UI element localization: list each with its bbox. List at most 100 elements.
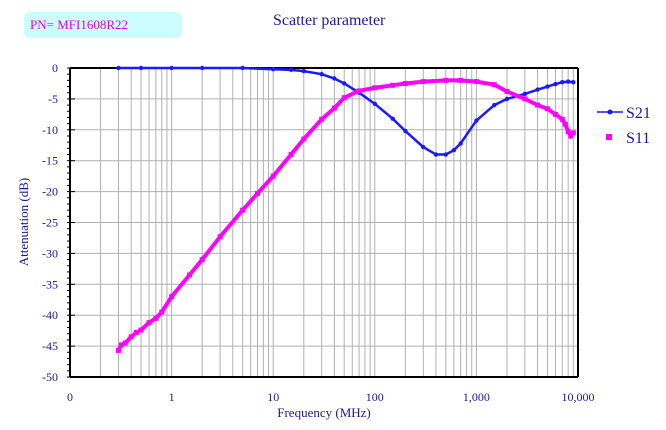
legend-marker-icon bbox=[607, 109, 613, 115]
axes: 0 -5 -10 -15 -20 -25 -30 -35 -40 -45 -50 0 1 10 100 1,0… bbox=[42, 61, 595, 404]
data-point-s11 bbox=[159, 309, 165, 315]
data-point-s11 bbox=[458, 77, 464, 83]
data-point-s21 bbox=[443, 152, 449, 157]
data-point-s11 bbox=[443, 77, 449, 83]
y-tick-label: -5 bbox=[48, 92, 58, 106]
data-point-s11 bbox=[128, 334, 134, 340]
y-tick-label: -20 bbox=[42, 185, 58, 199]
y-tick-label: -10 bbox=[42, 123, 58, 137]
y-tick-label: -50 bbox=[42, 370, 58, 384]
data-point-s21 bbox=[492, 102, 497, 108]
data-point-s11 bbox=[565, 129, 571, 135]
x-tick-label: 100 bbox=[366, 390, 384, 404]
data-point-s11 bbox=[146, 320, 152, 326]
legend-marker-icon bbox=[606, 134, 612, 140]
data-point-s11 bbox=[240, 207, 246, 213]
data-point-s11 bbox=[473, 79, 479, 85]
data-point-s21 bbox=[372, 101, 377, 107]
data-point-s21 bbox=[342, 81, 347, 86]
data-point-s21 bbox=[332, 76, 337, 81]
data-point-s11 bbox=[559, 116, 565, 122]
data-point-s11 bbox=[535, 102, 541, 108]
data-point-s21 bbox=[199, 65, 205, 71]
data-point-s11 bbox=[270, 173, 276, 179]
data-point-s11 bbox=[504, 88, 510, 94]
data-point-s11 bbox=[372, 85, 378, 91]
data-point-s11 bbox=[491, 82, 497, 88]
data-point-s11 bbox=[254, 190, 260, 196]
y-tick-label: -30 bbox=[42, 246, 58, 260]
x-axis-label: Frequency (MHz) bbox=[277, 405, 371, 420]
y-tick-label: -25 bbox=[42, 216, 58, 230]
x-tick-label: 1,000 bbox=[463, 390, 490, 404]
data-point-s21 bbox=[319, 71, 324, 77]
data-point-s21 bbox=[571, 80, 576, 85]
data-point-s11 bbox=[138, 327, 144, 333]
data-point-s11 bbox=[420, 79, 426, 85]
series-s21 bbox=[116, 65, 576, 157]
data-point-s11 bbox=[122, 340, 128, 346]
y-tick-label: -40 bbox=[42, 308, 58, 322]
data-point-s11 bbox=[356, 88, 362, 94]
y-tick-label: -15 bbox=[42, 154, 58, 168]
x-tick-label: 1 bbox=[169, 390, 175, 404]
data-point-s11 bbox=[341, 95, 347, 101]
data-point-s11 bbox=[186, 272, 192, 278]
legend-label: S21 bbox=[626, 105, 651, 122]
data-point-s21 bbox=[474, 118, 479, 123]
series-line-s21 bbox=[118, 66, 574, 156]
data-point-s11 bbox=[390, 82, 396, 88]
data-point-s21 bbox=[240, 65, 245, 71]
data-point-s21 bbox=[535, 87, 540, 92]
data-point-s21 bbox=[116, 65, 121, 71]
data-point-s11 bbox=[568, 133, 574, 139]
data-point-s11 bbox=[562, 121, 568, 127]
chart-title: Scatter parameter bbox=[273, 12, 386, 29]
legend-item-s21: S21 bbox=[597, 105, 651, 122]
x-tick-label: 10 bbox=[267, 390, 279, 404]
y-axis-label: Attenuation (dB) bbox=[16, 178, 31, 266]
y-tick-label: 0 bbox=[52, 61, 58, 75]
data-point-s11 bbox=[402, 80, 408, 86]
data-point-s21 bbox=[565, 79, 571, 84]
legend-label: S11 bbox=[626, 130, 650, 147]
data-point-s11 bbox=[331, 105, 337, 111]
data-point-s21 bbox=[421, 144, 426, 150]
data-point-s21 bbox=[458, 141, 463, 146]
data-point-s21 bbox=[504, 96, 510, 102]
data-point-s11 bbox=[319, 116, 325, 122]
data-point-s11 bbox=[115, 347, 121, 353]
data-point-s11 bbox=[169, 294, 175, 300]
data-point-s11 bbox=[522, 96, 528, 102]
data-point-s21 bbox=[301, 68, 306, 74]
data-point-s21 bbox=[271, 67, 276, 72]
data-point-s21 bbox=[451, 147, 457, 153]
data-point-s21 bbox=[138, 65, 144, 71]
data-point-s21 bbox=[433, 152, 439, 157]
data-point-s21 bbox=[403, 128, 408, 134]
data-point-s11 bbox=[301, 136, 307, 142]
data-point-s21 bbox=[545, 84, 550, 89]
data-point-s11 bbox=[288, 152, 294, 158]
y-tick-label: -45 bbox=[42, 339, 58, 353]
data-point-s21 bbox=[390, 116, 395, 121]
legend-item-s11: S11 bbox=[606, 130, 650, 147]
x-tick-label: 10,000 bbox=[562, 390, 595, 404]
data-point-s21 bbox=[169, 65, 174, 71]
data-point-s11 bbox=[153, 315, 159, 321]
data-point-s11 bbox=[217, 234, 223, 240]
series-s11 bbox=[115, 77, 576, 353]
series-line-s11 bbox=[116, 78, 575, 352]
data-point-s21 bbox=[553, 81, 558, 87]
part-number-label: PN= MFI1608R22 bbox=[24, 12, 182, 38]
data-point-s11 bbox=[118, 342, 124, 348]
data-point-s11 bbox=[552, 111, 558, 117]
data-point-s21 bbox=[288, 67, 294, 73]
x-tick-label: 0 bbox=[67, 390, 73, 404]
grid bbox=[70, 67, 578, 378]
data-point-s11 bbox=[544, 106, 550, 112]
data-point-s21 bbox=[560, 80, 565, 85]
